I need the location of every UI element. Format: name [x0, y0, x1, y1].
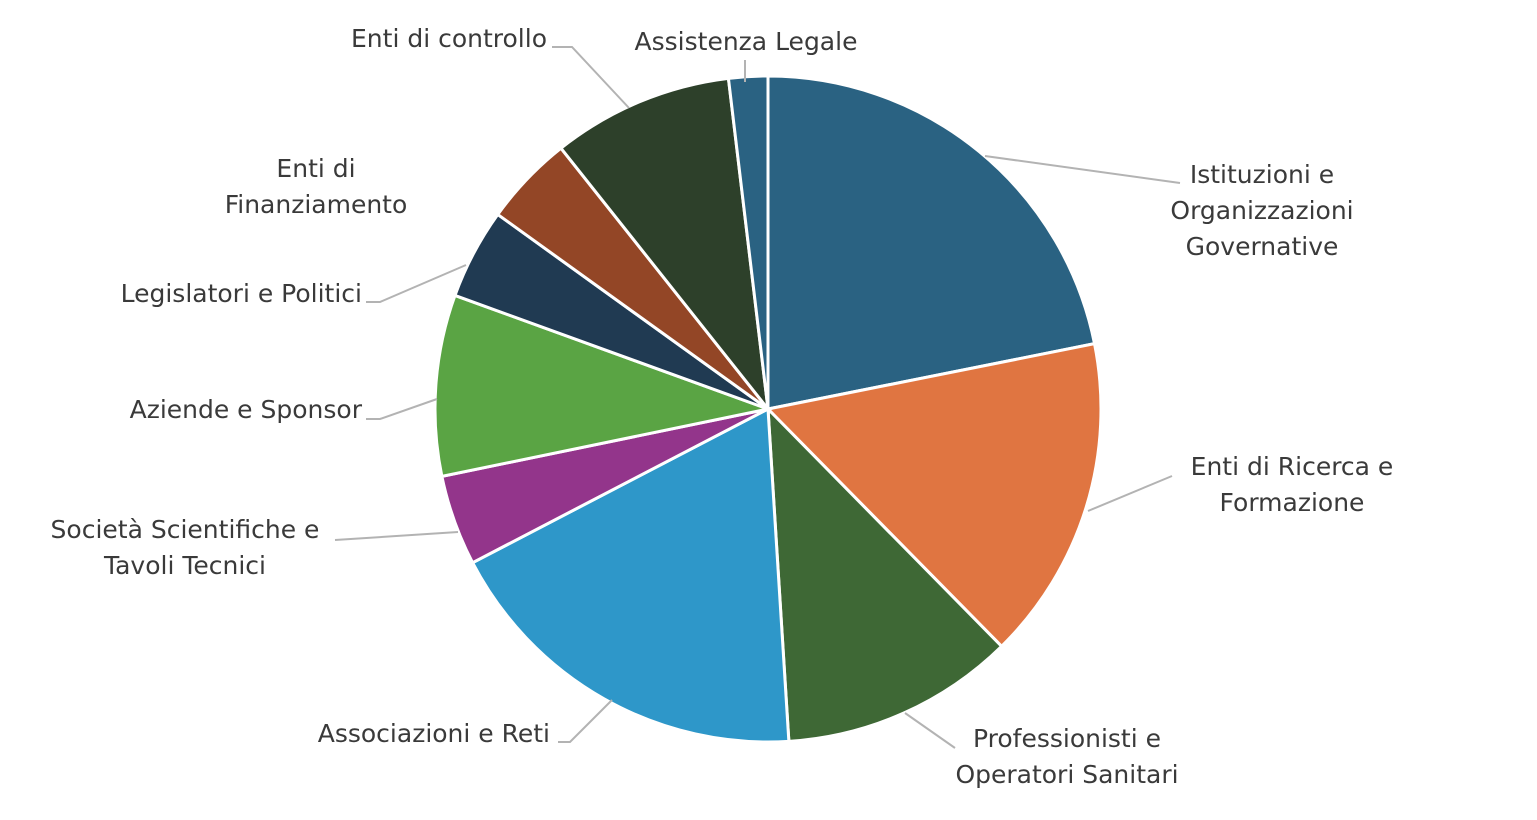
slice-label-line: Enti di — [276, 154, 355, 183]
slice-label-line: Enti di Ricerca e — [1191, 452, 1394, 481]
slice-label-line: Enti di controllo — [351, 24, 547, 53]
pie-slice — [470, 406, 791, 744]
pie-slice — [766, 405, 1004, 743]
slice-label: Professionisti e Operatori Sanitari — [955, 724, 1178, 789]
slice-label: Enti di Ricerca e Formazione — [1191, 452, 1394, 517]
slice-label: Aziende e Sponsor — [130, 395, 363, 424]
slice-label-line: Associazioni e Reti — [318, 719, 550, 748]
pie-slice — [726, 74, 770, 410]
leader-line — [1087, 475, 1173, 512]
leader-line — [984, 155, 1181, 184]
slice-label-line: Società Scientifiche e — [51, 515, 320, 544]
slice-label: Istituzioni e Organizzazioni Governative — [1170, 160, 1353, 261]
slice-label-line: Tavoli Tecnici — [103, 551, 266, 580]
slice-label: Enti di controllo — [351, 24, 547, 53]
slice-label-line: Aziende e Sponsor — [130, 395, 363, 424]
slice-label: Società Scientifiche e Tavoli Tecnici — [51, 515, 320, 580]
slice-label: Associazioni e Reti — [318, 719, 550, 748]
slice-label-line: Operatori Sanitari — [955, 760, 1178, 789]
pie-slice — [764, 341, 1103, 649]
leader-line — [558, 699, 613, 743]
slice-label: Legislatori e Politici — [121, 279, 362, 308]
slice-label-line: Professionisti e — [973, 724, 1161, 753]
leader-line — [552, 46, 630, 109]
slice-label-line: Istituzioni e — [1190, 160, 1334, 189]
pie-slice — [766, 74, 1097, 411]
leader-line — [904, 712, 956, 749]
leader-line — [366, 264, 467, 303]
slice-label-line: Organizzazioni — [1170, 196, 1353, 225]
leader-line — [366, 398, 438, 420]
slice-label: Assistenza Legale — [635, 27, 858, 56]
slice-label-line: Assistenza Legale — [635, 27, 858, 56]
slice-label-line: Finanziamento — [225, 190, 408, 219]
pie-slice — [433, 293, 774, 479]
slice-label-line: Formazione — [1220, 488, 1365, 517]
slice-label-line: Legislatori e Politici — [121, 279, 362, 308]
pie-slice — [558, 76, 771, 415]
slice-label: Enti di Finanziamento — [225, 154, 408, 219]
leader-line — [334, 531, 459, 541]
slice-label-line: Governative — [1186, 232, 1339, 261]
